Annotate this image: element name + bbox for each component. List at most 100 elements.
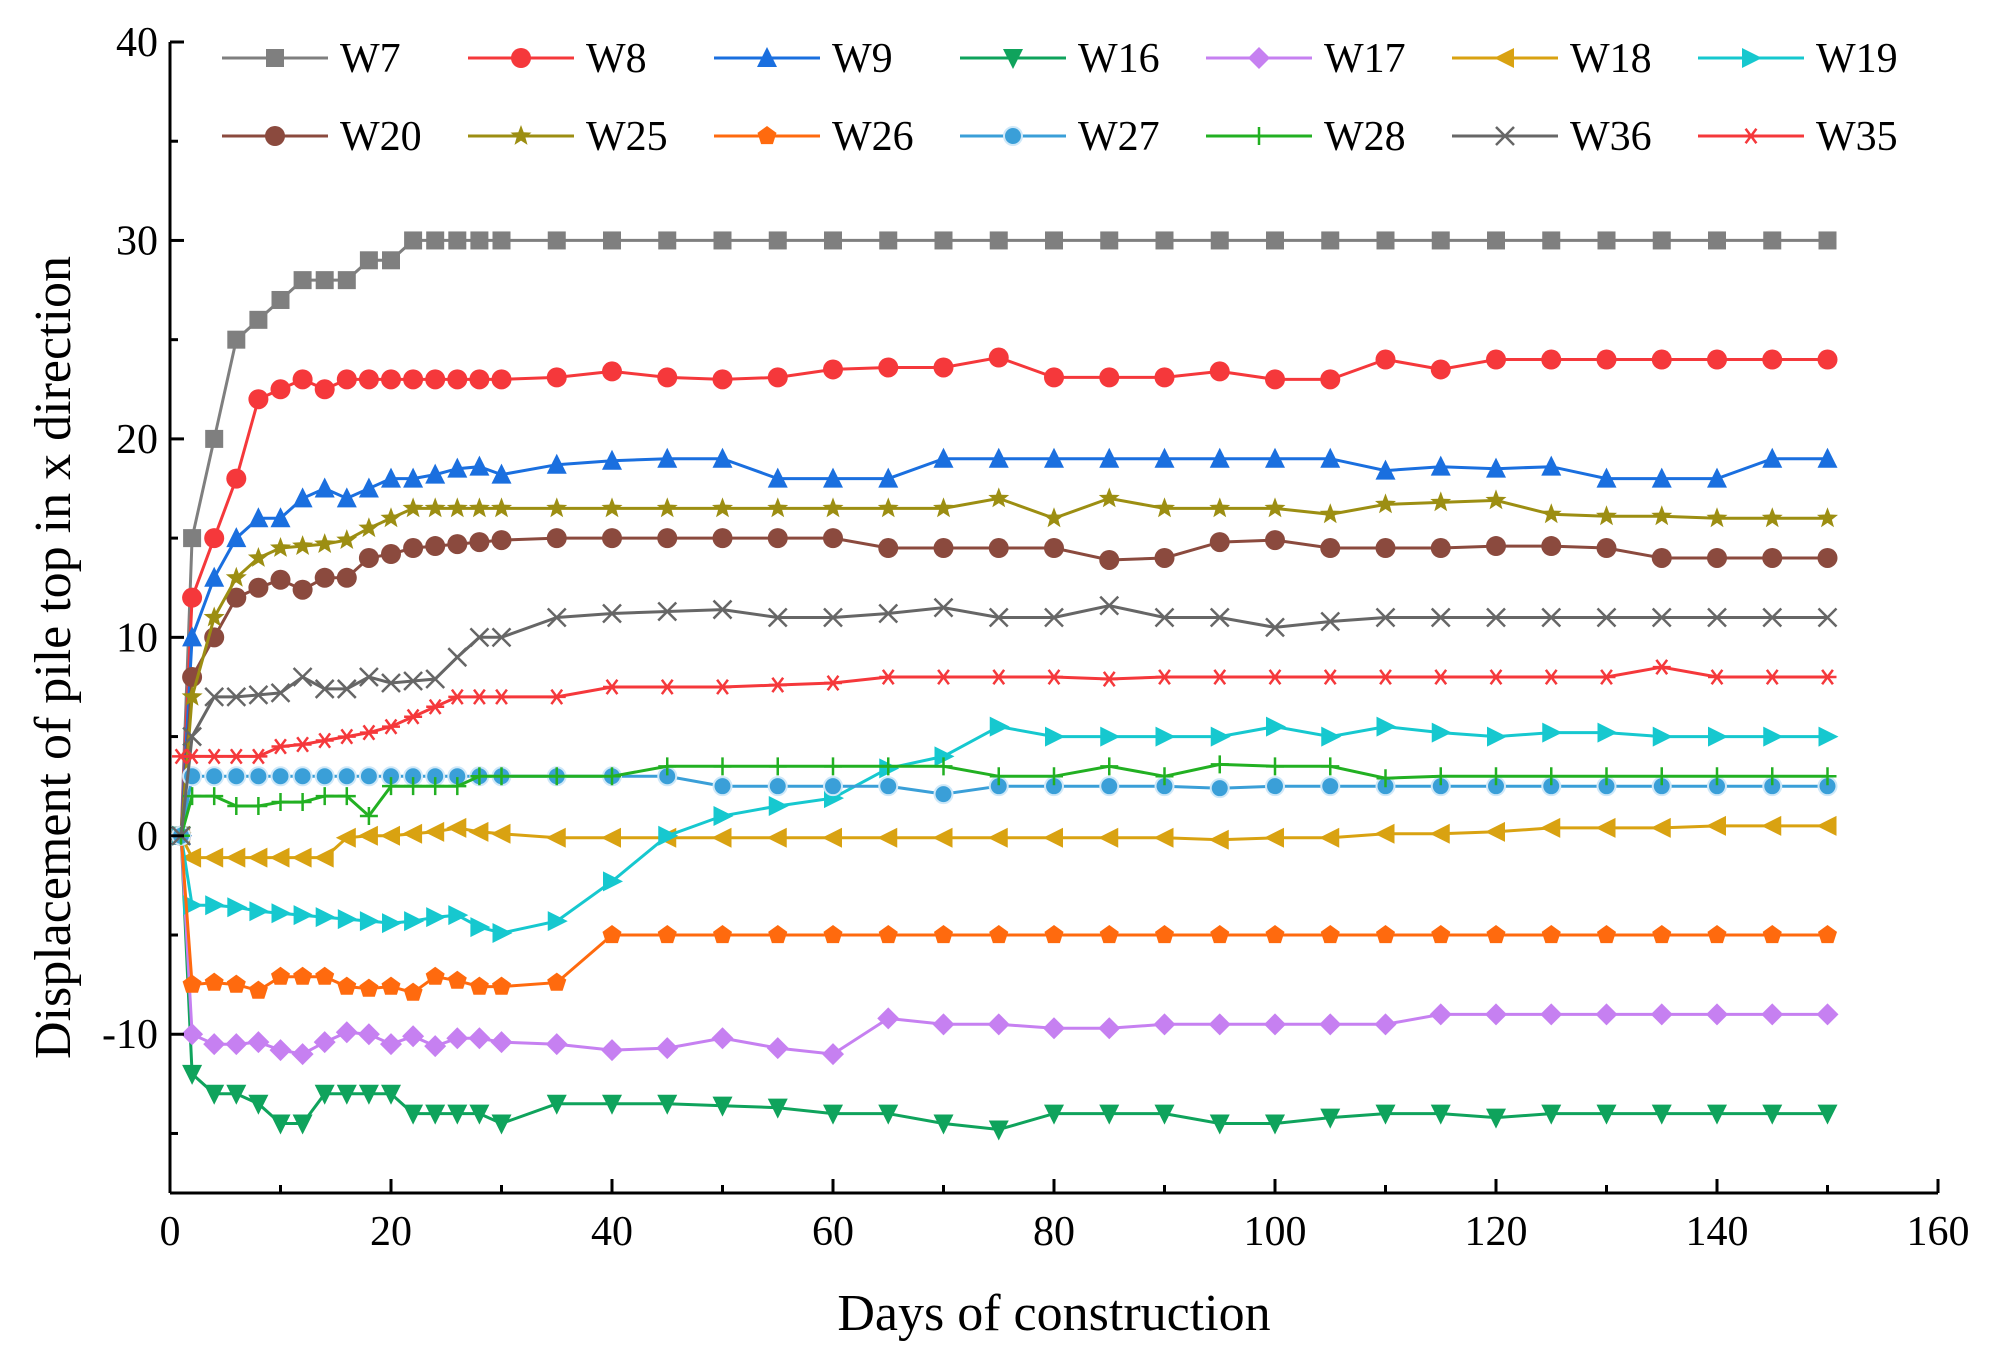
- data-point-w7: [293, 271, 312, 290]
- data-point-w35: [205, 748, 224, 765]
- data-point-w19: [1155, 726, 1176, 747]
- data-point-w16: [1209, 1114, 1230, 1135]
- data-point-w27: [292, 766, 313, 787]
- data-point-w17: [1706, 1003, 1728, 1026]
- legend-label-w8: W8: [586, 36, 647, 82]
- data-point-w19: [315, 907, 336, 928]
- data-point-w8: [182, 587, 203, 608]
- data-point-w17: [932, 1013, 955, 1036]
- data-point-w36: [425, 669, 446, 689]
- data-point-w36: [226, 686, 247, 707]
- data-point-w35: [1597, 669, 1616, 685]
- data-point-w20: [425, 536, 446, 557]
- data-point-w20: [1320, 538, 1341, 559]
- data-point-w28: [404, 777, 423, 796]
- data-point-w28: [271, 793, 290, 812]
- legend-marker-w36: [1495, 126, 1515, 146]
- legend-marker-w27: [1003, 126, 1023, 146]
- legend-marker-w16: [1003, 49, 1023, 69]
- data-point-w17: [1540, 1003, 1563, 1026]
- legend-label-w26: W26: [832, 114, 914, 160]
- data-point-w16: [1817, 1104, 1838, 1125]
- data-point-w16: [657, 1094, 678, 1115]
- y-tick-label: 30: [116, 218, 158, 264]
- data-point-w18: [1816, 815, 1837, 836]
- data-point-w16: [712, 1096, 733, 1117]
- data-point-w35: [1763, 669, 1782, 685]
- legend-item-w7: W7: [222, 36, 401, 82]
- data-point-w17: [1429, 1003, 1452, 1026]
- data-point-w16: [1762, 1104, 1783, 1125]
- data-point-w26: [359, 978, 379, 997]
- data-point-w18: [402, 823, 423, 844]
- series-w16: [171, 826, 1838, 1141]
- data-point-w18: [1595, 817, 1616, 838]
- data-point-w35: [1818, 669, 1837, 685]
- data-point-w18: [490, 823, 511, 844]
- data-point-w17: [446, 1027, 469, 1050]
- data-point-w8: [1375, 349, 1396, 370]
- x-tick-label: 100: [1244, 1209, 1307, 1255]
- data-point-w28: [426, 777, 445, 796]
- y-tick-label: -10: [102, 1012, 158, 1058]
- data-point-w8: [447, 369, 468, 390]
- data-point-w7: [1100, 231, 1119, 250]
- data-point-w17: [203, 1033, 226, 1056]
- data-point-w20: [1707, 547, 1727, 568]
- data-point-w35: [1100, 671, 1119, 687]
- data-point-w26: [1099, 925, 1119, 944]
- data-point-w18: [203, 847, 224, 868]
- legend-item-w20: W20: [222, 114, 422, 160]
- data-point-w25: [1485, 489, 1507, 510]
- data-point-w9: [292, 487, 313, 508]
- data-point-w17: [1098, 1017, 1121, 1040]
- data-point-w19: [271, 903, 292, 924]
- data-point-w9: [602, 449, 622, 470]
- data-point-w36: [447, 647, 468, 668]
- data-point-w8: [491, 369, 512, 390]
- data-point-w16: [1596, 1104, 1617, 1125]
- data-point-w36: [1596, 607, 1617, 628]
- data-point-w9: [447, 457, 468, 478]
- data-point-w28: [1210, 755, 1229, 774]
- data-point-w25: [822, 497, 844, 518]
- data-point-w26: [823, 925, 843, 944]
- data-point-w28: [205, 787, 224, 806]
- data-point-w28: [768, 757, 787, 776]
- axes: Days of construction Displacement of pil…: [25, 20, 1970, 1342]
- data-point-w26: [1210, 925, 1230, 944]
- data-point-w36: [469, 627, 490, 648]
- x-tick-label: 60: [812, 1209, 854, 1255]
- data-point-w9: [270, 507, 291, 528]
- data-point-w18: [545, 827, 566, 848]
- data-point-w19: [1431, 722, 1452, 743]
- legend-label-w28: W28: [1324, 114, 1406, 160]
- data-point-w7: [404, 231, 423, 250]
- data-point-w35: [382, 718, 400, 735]
- data-point-w7: [824, 231, 842, 250]
- data-point-w7: [271, 290, 290, 309]
- data-point-w9: [1044, 447, 1064, 468]
- data-point-w25: [1375, 493, 1396, 514]
- data-point-w27: [270, 766, 291, 787]
- x-tick-label: 120: [1465, 1209, 1528, 1255]
- legend-item-w35: W35: [1698, 114, 1898, 160]
- data-point-w28: [1597, 767, 1616, 786]
- series-line-w8: [179, 355, 1828, 836]
- data-point-w26: [425, 966, 445, 985]
- data-point-w28: [1376, 769, 1395, 788]
- data-point-w25: [424, 497, 446, 518]
- data-point-w18: [766, 827, 787, 848]
- data-point-w36: [657, 601, 678, 622]
- data-point-w19: [989, 716, 1010, 737]
- data-point-w17: [424, 1035, 447, 1058]
- data-point-w25: [1319, 503, 1341, 524]
- data-point-w17: [877, 1007, 900, 1030]
- legend-item-w16: W16: [960, 36, 1160, 82]
- data-point-w16: [491, 1114, 512, 1135]
- data-point-w20: [381, 543, 401, 564]
- legend-marker-w8: [511, 48, 531, 68]
- series-line-w26: [179, 835, 1828, 995]
- series-w27: [171, 766, 1838, 846]
- data-point-w35: [271, 738, 290, 755]
